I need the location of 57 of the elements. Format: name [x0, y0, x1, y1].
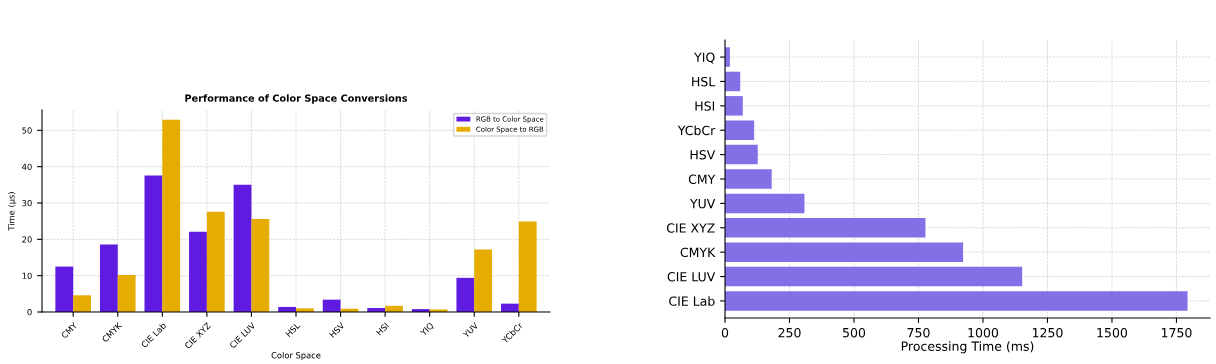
bar [474, 249, 493, 312]
y-tick-label: CIE Lab [669, 296, 715, 306]
bar [189, 231, 207, 312]
x-tick-label: CIE Lab [140, 322, 167, 349]
bar [725, 96, 743, 116]
x-tick-label: YIQ [419, 322, 435, 337]
bar [456, 277, 475, 312]
y-tick-label: CIE XYZ [666, 223, 715, 233]
y-tick-label: YUV [689, 199, 716, 209]
x-tick-label: 0 [721, 327, 729, 338]
y-tick-label: YCbCr [677, 125, 716, 136]
y-tick-label: HSV [690, 150, 716, 160]
x-tick-label: HSL [285, 321, 301, 338]
bar [725, 71, 741, 92]
bar [725, 266, 1023, 287]
bar [206, 211, 225, 312]
x-axis-title: Processing Time (ms) [901, 341, 1034, 354]
x-tick-label: 1000 [968, 327, 999, 338]
bar [144, 175, 163, 312]
x-tick-label: 250 [778, 327, 801, 338]
x-tick-label: 750 [907, 327, 930, 338]
x-tick-label: 500 [843, 327, 866, 338]
bar [73, 295, 92, 312]
bar [518, 221, 537, 312]
bar [322, 299, 341, 312]
y-tick-label: HSI [695, 101, 715, 111]
bar [725, 169, 772, 189]
y-tick-label: 30 [22, 199, 32, 207]
x-tick-label: 1750 [1161, 327, 1192, 338]
y-tick-label: CIE LUV [667, 272, 716, 282]
x-tick-label: 1250 [1032, 327, 1063, 338]
y-tick-label: CMYK [680, 247, 716, 258]
x-tick-label: HSI [375, 322, 390, 336]
bar [117, 274, 136, 312]
y-tick-label: 40 [22, 163, 32, 170]
x-axis-title: Color Space [271, 351, 321, 360]
bar [55, 266, 74, 312]
bar [725, 218, 926, 238]
bar [162, 119, 181, 312]
bar [233, 184, 252, 312]
bar [725, 291, 1188, 311]
y-tick-label: 10 [22, 272, 32, 279]
bar [725, 193, 805, 214]
y-axis-title: Time (µs) [8, 192, 17, 231]
bar [725, 120, 755, 140]
bar [251, 218, 270, 312]
y-tick-label: 50 [22, 127, 32, 134]
y-tick-label: 0 [27, 308, 32, 316]
x-tick-label: 1500 [1097, 327, 1128, 338]
bar [725, 144, 758, 165]
bar [99, 244, 118, 312]
chart-title: Performance of Color Space Conversions [185, 94, 408, 104]
y-tick-label: 20 [22, 236, 32, 243]
y-tick-label: HSL [692, 76, 716, 87]
y-tick-label: YIQ [694, 52, 715, 64]
bar [725, 242, 964, 262]
y-tick-label: CMY [688, 174, 716, 184]
